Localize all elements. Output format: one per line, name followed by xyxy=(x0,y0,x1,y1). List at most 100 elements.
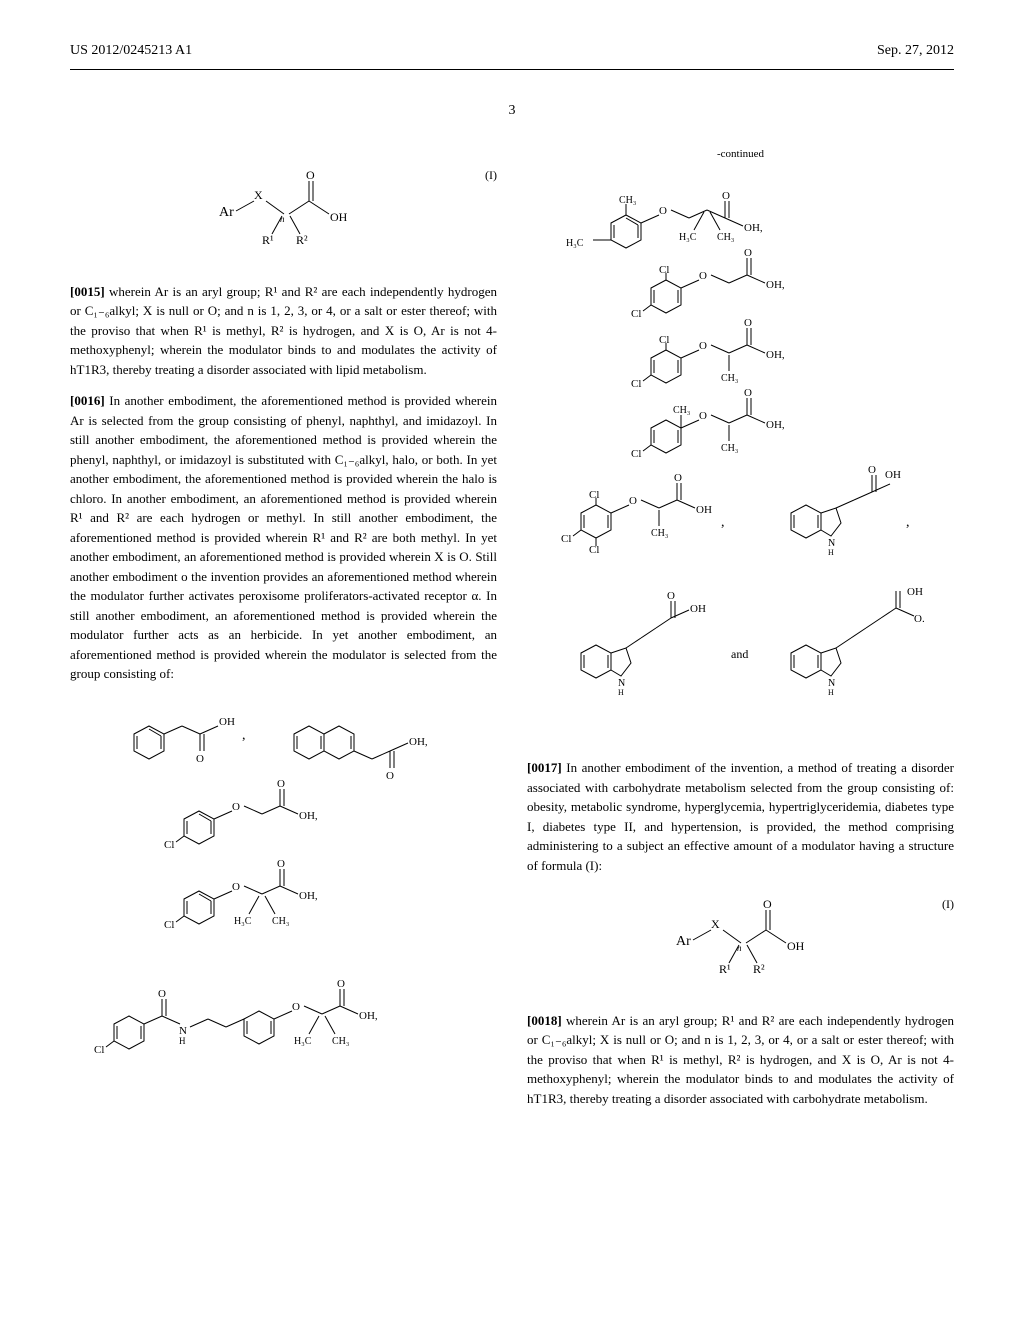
svg-text:H₃C: H₃C xyxy=(566,238,584,249)
svg-text:X: X xyxy=(711,917,720,931)
formula-I-block: (I) Ar X O OH R¹ R² n xyxy=(70,166,497,262)
svg-text:Cl: Cl xyxy=(164,919,174,931)
svg-text:Cl: Cl xyxy=(589,544,599,556)
svg-text:OH,: OH, xyxy=(299,890,318,902)
svg-text:OH,: OH, xyxy=(766,279,785,291)
page-header: US 2012/0245213 A1 Sep. 27, 2012 xyxy=(70,40,954,61)
formula-label-I: (I) xyxy=(485,166,497,184)
para-text-0017: In another embodiment of the invention, … xyxy=(527,760,954,873)
svg-text:H₃C: H₃C xyxy=(294,1036,312,1047)
svg-text:OH: OH xyxy=(787,939,805,953)
svg-text:O: O xyxy=(659,205,667,217)
svg-text:CH₃: CH₃ xyxy=(721,443,738,454)
svg-text:,: , xyxy=(242,728,246,743)
svg-text:CH₃: CH₃ xyxy=(272,916,289,927)
svg-text:O: O xyxy=(722,190,730,202)
right-column: -continued H₃C CH₃ O xyxy=(527,146,954,1199)
formula-label-I-2: (I) xyxy=(942,895,954,913)
svg-text:X: X xyxy=(254,188,263,202)
svg-text:Cl: Cl xyxy=(659,334,669,346)
svg-text:,: , xyxy=(906,515,910,530)
svg-text:O.: O. xyxy=(914,613,925,625)
svg-text:OH,: OH, xyxy=(359,1010,378,1022)
svg-text:CH₃: CH₃ xyxy=(332,1036,349,1047)
structures-left: O OH , O OH, xyxy=(70,699,497,1185)
para-num-0015: [0015] xyxy=(70,284,105,299)
svg-text:O: O xyxy=(158,988,166,1000)
svg-text:H: H xyxy=(828,688,834,697)
svg-text:CH₃: CH₃ xyxy=(721,373,738,384)
svg-text:Cl: Cl xyxy=(631,308,641,320)
svg-text:OH: OH xyxy=(885,469,901,481)
svg-text:OH,: OH, xyxy=(409,736,428,748)
svg-text:OH: OH xyxy=(219,716,235,728)
svg-text:O: O xyxy=(232,801,240,813)
svg-text:R²: R² xyxy=(296,233,308,247)
paragraph-0015: [0015] wherein Ar is an aryl group; R¹ a… xyxy=(70,282,497,380)
header-rule xyxy=(70,69,954,70)
svg-text:H: H xyxy=(179,1036,186,1046)
svg-text:O: O xyxy=(292,1001,300,1013)
para-num-0016: [0016] xyxy=(70,393,105,408)
svg-text:Ar: Ar xyxy=(676,934,691,949)
para-text-0015: wherein Ar is an aryl group; R¹ and R² a… xyxy=(70,284,497,377)
svg-text:OH,: OH, xyxy=(744,222,763,234)
svg-text:O: O xyxy=(232,881,240,893)
formula-I-block-2: (I) Ar X O OH R¹ R² n xyxy=(527,895,954,991)
svg-text:O: O xyxy=(699,410,707,422)
svg-text:Ar: Ar xyxy=(219,205,234,220)
and-label: and xyxy=(731,647,748,661)
page-number: 3 xyxy=(70,100,954,121)
svg-text:Cl: Cl xyxy=(561,533,571,545)
svg-text:CH₃: CH₃ xyxy=(673,405,690,416)
svg-text:Cl: Cl xyxy=(659,264,669,276)
svg-text:O: O xyxy=(763,897,772,911)
paragraph-0016: [0016] In another embodiment, the aforem… xyxy=(70,391,497,684)
publication-date: Sep. 27, 2012 xyxy=(877,40,954,61)
svg-text:OH: OH xyxy=(330,210,348,224)
structures-right: H₃C CH₃ O O OH, H₃C xyxy=(527,178,954,744)
patent-number: US 2012/0245213 A1 xyxy=(70,40,192,61)
svg-text:Cl: Cl xyxy=(631,448,641,460)
svg-text:CH₃: CH₃ xyxy=(717,232,734,243)
svg-text:O: O xyxy=(277,778,285,790)
svg-text:OH,: OH, xyxy=(299,810,318,822)
svg-text:O: O xyxy=(337,978,345,990)
svg-text:O: O xyxy=(629,495,637,507)
svg-text:O: O xyxy=(196,753,204,765)
svg-text:O: O xyxy=(699,270,707,282)
svg-text:O: O xyxy=(744,247,752,259)
svg-text:Cl: Cl xyxy=(589,489,599,501)
svg-text:,: , xyxy=(721,515,725,530)
svg-text:O: O xyxy=(744,317,752,329)
para-num-0018: [0018] xyxy=(527,1013,562,1028)
para-num-0017: [0017] xyxy=(527,760,562,775)
svg-text:CH₃: CH₃ xyxy=(651,528,668,539)
svg-text:O: O xyxy=(277,858,285,870)
chemical-structures-left: O OH , O OH, xyxy=(84,699,484,1179)
svg-text:O: O xyxy=(699,340,707,352)
paragraph-0017: [0017] In another embodiment of the inve… xyxy=(527,758,954,875)
svg-text:OH: OH xyxy=(690,603,706,615)
para-text-0018: wherein Ar is an aryl group; R¹ and R² a… xyxy=(527,1013,954,1106)
svg-text:O: O xyxy=(744,387,752,399)
svg-text:CH₃: CH₃ xyxy=(619,195,636,206)
para-text-0016: In another embodiment, the aforementione… xyxy=(70,393,497,681)
svg-text:R¹: R¹ xyxy=(262,233,274,247)
svg-text:OH,: OH, xyxy=(766,419,785,431)
formula-I-structure: Ar X O OH R¹ R² n xyxy=(194,166,374,256)
svg-text:H₃C: H₃C xyxy=(234,916,252,927)
svg-text:H: H xyxy=(828,548,834,557)
svg-text:H: H xyxy=(618,688,624,697)
svg-text:OH: OH xyxy=(907,586,923,598)
svg-text:Cl: Cl xyxy=(164,839,174,851)
svg-text:O: O xyxy=(386,770,394,782)
svg-text:n: n xyxy=(280,214,285,224)
formula-I-structure-2: Ar X O OH R¹ R² n xyxy=(651,895,831,985)
svg-text:R²: R² xyxy=(753,962,765,976)
svg-text:n: n xyxy=(737,943,742,953)
left-column: (I) Ar X O OH R¹ R² n [0015] wherei xyxy=(70,146,497,1199)
svg-text:Cl: Cl xyxy=(631,378,641,390)
continued-label: -continued xyxy=(527,146,954,163)
svg-text:O: O xyxy=(667,590,675,602)
